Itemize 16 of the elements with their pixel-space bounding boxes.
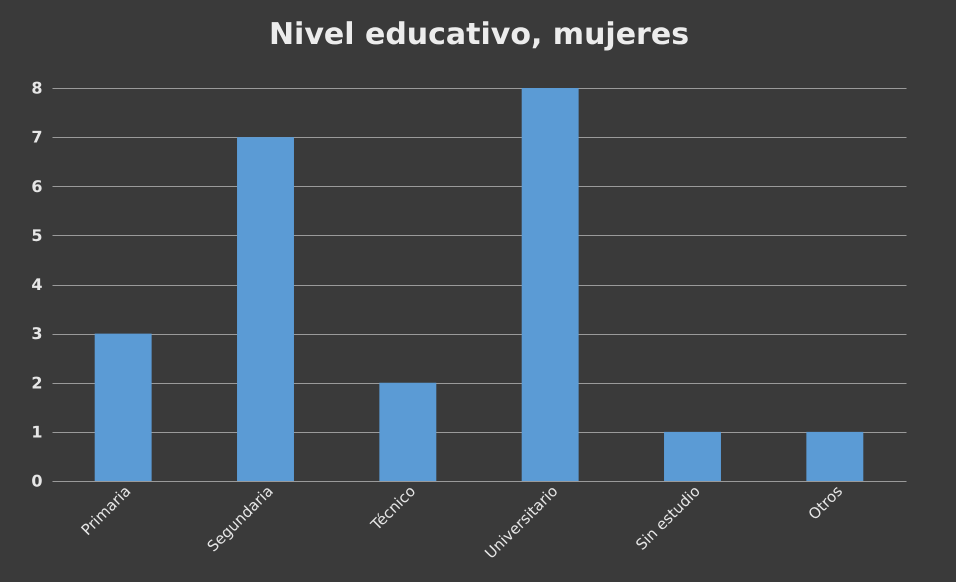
chart-title: Nivel educativo, mujeres — [268, 17, 690, 52]
bar — [237, 137, 294, 481]
y-tick-label: 2 — [31, 373, 42, 392]
y-tick-label: 6 — [31, 176, 42, 196]
y-tick-label: 1 — [31, 422, 42, 442]
y-tick-label: 8 — [31, 78, 42, 98]
bar — [522, 88, 579, 481]
bar — [94, 334, 152, 481]
y-tick-label: 5 — [31, 226, 42, 245]
bar — [379, 382, 436, 481]
y-tick-label: 4 — [31, 275, 42, 294]
y-tick-label: 7 — [31, 128, 42, 147]
y-tick-label: 3 — [31, 324, 42, 344]
bar — [806, 432, 864, 481]
bar — [664, 432, 721, 481]
y-tick-label: 0 — [31, 472, 42, 490]
